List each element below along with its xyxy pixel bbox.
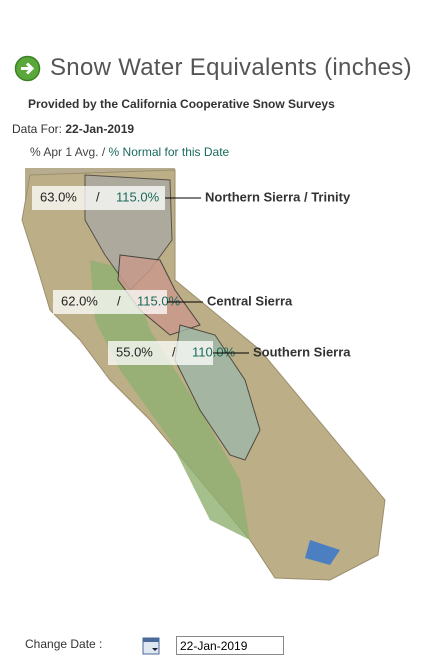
region-name: Northern Sierra / Trinity (205, 189, 351, 204)
data-for-date: 22-Jan-2019 (65, 122, 135, 136)
normal-value: 115.0% (137, 293, 181, 308)
data-for: Data For: 22-Jan-2019 (12, 122, 134, 136)
normal-value: 115.0% (116, 189, 160, 204)
map: 63.0% / 115.0% Northern Sierra / Trinity 62.… (21, 168, 386, 581)
legend-normal: % Normal for this Date (108, 145, 230, 159)
label-box (32, 186, 165, 210)
apr1-value: 62.0% (61, 293, 98, 308)
separator: / (172, 344, 176, 359)
separator: / (117, 293, 121, 308)
title: Snow Water Equivalents (inches) (50, 54, 412, 81)
region-name: Central Sierra (207, 293, 293, 308)
lake (305, 540, 340, 565)
valley (90, 260, 250, 540)
change-date-label: Change Date : (25, 637, 103, 651)
legend: % Apr 1 Avg. / % Normal for this Date (30, 145, 229, 159)
legend-sep: / (101, 145, 106, 159)
label-box (108, 341, 213, 365)
title-icon (14, 55, 41, 82)
apr1-value: 63.0% (40, 189, 77, 204)
normal-value: 110.0% (192, 344, 236, 359)
separator: / (96, 189, 100, 204)
legend-apr1: % Apr 1 Avg. (30, 145, 99, 159)
region-name: Southern Sierra (253, 344, 351, 359)
apr1-value: 55.0% (116, 344, 153, 359)
calendar-icon[interactable] (142, 637, 160, 655)
data-for-label: Data For: (12, 122, 63, 136)
date-input[interactable]: 22-Jan-2019 (176, 636, 284, 655)
subtitle: Provided by the California Cooperative S… (28, 97, 335, 111)
label-box (53, 290, 167, 314)
